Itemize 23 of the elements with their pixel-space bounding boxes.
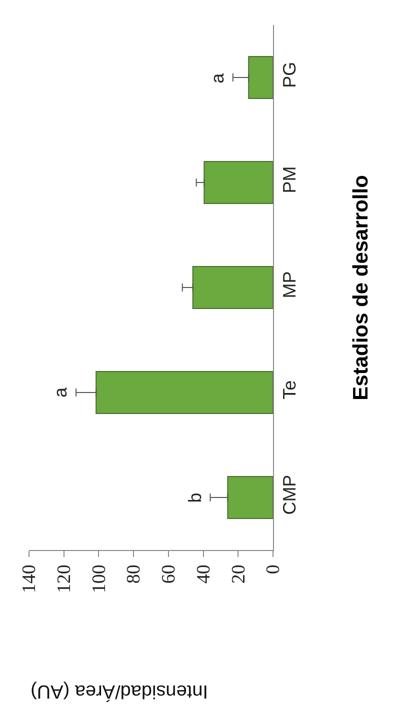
y-tick-label: MP (280, 271, 300, 298)
annotation: a (50, 386, 71, 398)
x-axis-title: Intensidad/Área (AU) (30, 680, 208, 702)
x-tick-label: 60 (158, 564, 180, 584)
y-tick-label: CMP (280, 474, 300, 515)
x-tick-label: 120 (54, 564, 76, 594)
bar (96, 371, 273, 414)
bar (227, 476, 273, 519)
x-tick-label: 40 (193, 564, 214, 584)
bar (248, 56, 273, 99)
bar (192, 266, 273, 309)
x-tick-label: 140 (19, 564, 40, 594)
y-axis-title: Estadios de desarrollo (349, 175, 372, 400)
x-tick-label: 80 (124, 564, 145, 584)
bar (204, 161, 273, 204)
y-tick-label: Te (280, 380, 300, 400)
x-tick-label: 0 (263, 564, 284, 574)
y-tick-label: PM (280, 166, 300, 194)
x-tick-label: 100 (88, 564, 110, 594)
annotation: a (207, 72, 228, 84)
x-tick-label: 20 (228, 564, 250, 584)
y-tick-label: PG (280, 62, 300, 88)
annotation: b (184, 492, 205, 503)
